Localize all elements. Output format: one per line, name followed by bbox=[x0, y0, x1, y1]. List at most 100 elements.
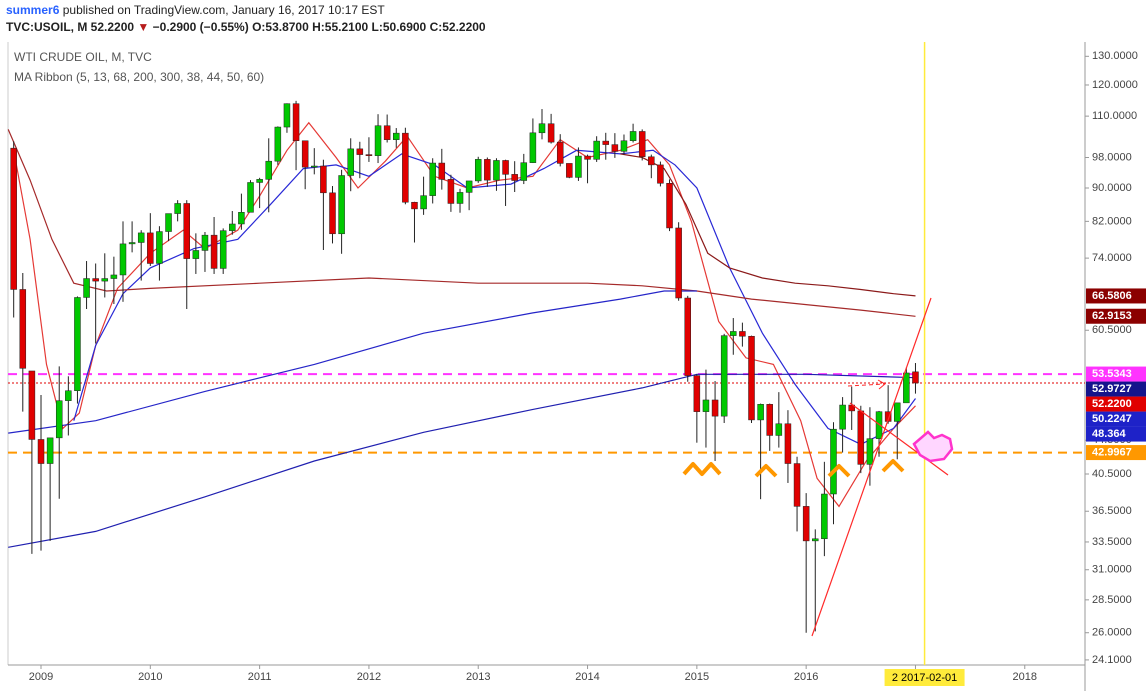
candle-body bbox=[638, 131, 646, 158]
candle-body bbox=[219, 230, 227, 269]
price-label-box bbox=[1086, 396, 1146, 412]
candle-body bbox=[547, 123, 555, 143]
candle-body bbox=[465, 180, 473, 193]
candle-body bbox=[848, 404, 855, 412]
y-tick-label: 120.0000 bbox=[1092, 79, 1138, 91]
candle-body bbox=[511, 174, 518, 181]
y-tick-label: 90.0000 bbox=[1092, 182, 1132, 194]
candle-body bbox=[238, 212, 245, 225]
candle-body bbox=[119, 243, 127, 276]
ma-line bbox=[7, 129, 916, 317]
candle-body bbox=[611, 144, 619, 152]
candle-body bbox=[757, 404, 764, 421]
x-tick-label: 2018 bbox=[1013, 671, 1037, 683]
y-tick-label: 26.0000 bbox=[1092, 627, 1132, 639]
symbol: TVC:USOIL, M bbox=[6, 20, 88, 34]
candle-body bbox=[484, 159, 491, 181]
x-tick-label: 2010 bbox=[138, 671, 162, 683]
change: −0.2900 (−0.55%) bbox=[152, 20, 249, 34]
candle-body bbox=[529, 132, 537, 163]
candle-body bbox=[393, 132, 400, 140]
last: 52.2200 bbox=[90, 20, 135, 34]
candle-body bbox=[210, 234, 218, 269]
plot bbox=[7, 42, 1085, 665]
candle-body bbox=[875, 411, 883, 439]
candle-body bbox=[92, 278, 99, 282]
candle-body bbox=[502, 160, 509, 175]
candle-body bbox=[629, 131, 637, 141]
candle-body bbox=[447, 179, 455, 204]
candle-body bbox=[866, 438, 874, 465]
candle-body bbox=[793, 463, 801, 507]
high: H:55.2100 bbox=[312, 20, 369, 34]
price-label-box bbox=[1086, 308, 1146, 324]
candle-body bbox=[429, 162, 436, 196]
price-label: 66.5806 bbox=[1092, 290, 1132, 302]
chart-subtitle: MA Ribbon (5, 13, 68, 200, 300, 38, 44, … bbox=[14, 70, 264, 84]
candle-body bbox=[274, 126, 282, 162]
candle-body bbox=[183, 203, 191, 259]
close: C:52.2200 bbox=[429, 20, 486, 34]
y-tick-label: 130.0000 bbox=[1092, 50, 1138, 62]
publisher[interactable]: summer6 bbox=[6, 3, 60, 17]
candle-body bbox=[702, 399, 710, 412]
candle-body bbox=[156, 231, 163, 264]
trend-line bbox=[811, 297, 932, 637]
candle-body bbox=[383, 125, 391, 140]
candle-body bbox=[893, 402, 901, 422]
candle-body bbox=[356, 148, 364, 155]
x-tick-label: 2016 bbox=[794, 671, 818, 683]
published: published on TradingView.com, January 16… bbox=[62, 3, 385, 17]
candle-body bbox=[438, 162, 446, 180]
candle-body bbox=[675, 227, 682, 299]
price-label: 62.9153 bbox=[1092, 310, 1132, 322]
candle-body bbox=[684, 297, 691, 376]
candle-body bbox=[584, 155, 591, 160]
candle-body bbox=[347, 148, 354, 176]
candle-body bbox=[101, 278, 109, 282]
candle-body bbox=[456, 192, 464, 204]
price-label-box bbox=[1086, 445, 1146, 461]
y-tick-label: 110.0000 bbox=[1092, 110, 1137, 122]
price-label: 53.5343 bbox=[1092, 368, 1132, 380]
candle-body bbox=[46, 437, 54, 464]
candle-body bbox=[229, 223, 236, 231]
chevron bbox=[754, 464, 778, 478]
header: summer6 published on TradingView.com, Ja… bbox=[6, 2, 486, 36]
candle-body bbox=[338, 175, 345, 235]
x-tick-label: 2014 bbox=[575, 671, 599, 683]
price-label-box bbox=[1086, 288, 1146, 304]
candle-body bbox=[903, 372, 910, 404]
y-tick-label: 60.5000 bbox=[1092, 324, 1132, 336]
candle-body bbox=[137, 232, 145, 243]
candle-body bbox=[320, 165, 327, 194]
candle-body bbox=[55, 400, 63, 439]
candle-body bbox=[620, 140, 628, 152]
candle-body bbox=[474, 159, 482, 182]
candle-body bbox=[666, 183, 673, 229]
cursor-label: 2 2017-02-01 bbox=[892, 672, 957, 684]
chart-title: WTI CRUDE OIL, M, TVC bbox=[14, 50, 152, 64]
price-label-box bbox=[1086, 366, 1146, 382]
candle-body bbox=[693, 375, 701, 412]
candle-body bbox=[538, 123, 546, 134]
candle-body bbox=[19, 289, 27, 369]
y-tick-label: 28.5000 bbox=[1092, 594, 1132, 606]
ma-line bbox=[8, 290, 697, 434]
ma-line bbox=[73, 149, 916, 445]
candle-body bbox=[830, 428, 837, 495]
x-tick-label: 2012 bbox=[357, 671, 381, 683]
price-label-box bbox=[1086, 381, 1146, 397]
candle-body bbox=[857, 410, 865, 465]
candle-body bbox=[292, 103, 300, 141]
price-label: 52.9727 bbox=[1092, 383, 1132, 395]
arrow: ▼ bbox=[137, 20, 150, 34]
arrow bbox=[847, 383, 885, 387]
candle-body bbox=[402, 132, 409, 203]
candle-body bbox=[147, 232, 154, 264]
price-label: 50.2247 bbox=[1092, 413, 1132, 425]
x-tick-label: 2011 bbox=[248, 671, 272, 683]
chevron bbox=[881, 459, 905, 473]
candle-body bbox=[593, 140, 600, 160]
